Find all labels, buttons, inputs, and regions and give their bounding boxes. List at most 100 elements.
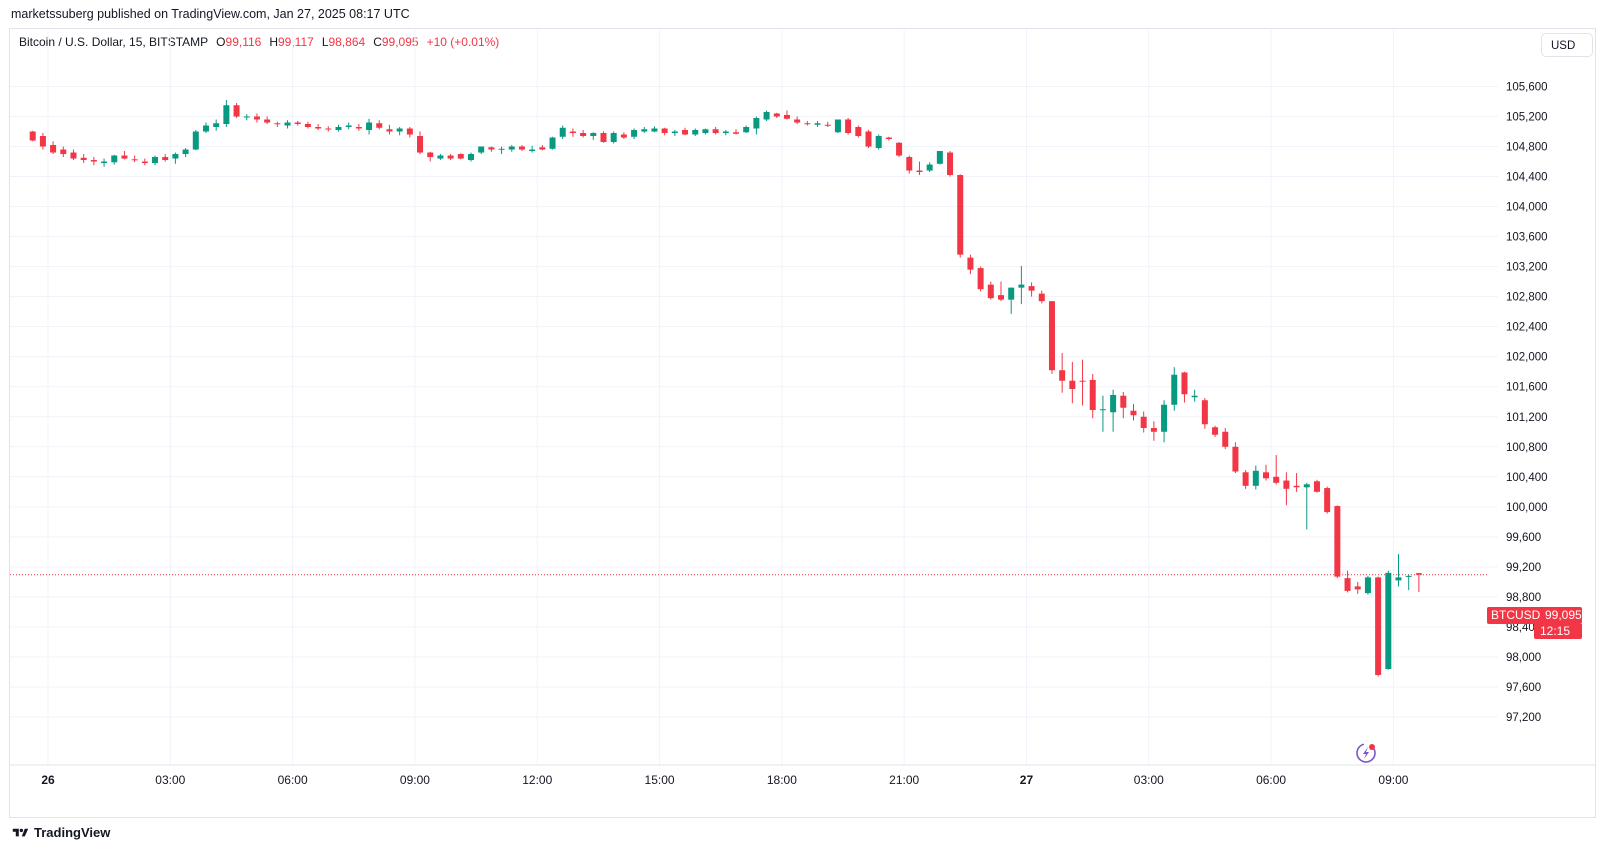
candle [977, 266, 984, 292]
y-tick-label: 105,600 [1506, 81, 1548, 93]
candle-body [274, 123, 281, 125]
candle-body [814, 123, 821, 125]
candle-body [80, 157, 87, 161]
candle-body [620, 134, 627, 138]
x-tick-label: 12:00 [522, 773, 552, 787]
y-tick-label: 98,400 [1506, 622, 1541, 634]
candle-body [977, 268, 984, 290]
symbol-description[interactable]: Bitcoin / U.S. Dollar, 15, BITSTAMP [19, 35, 209, 49]
candle-body [417, 136, 424, 153]
candle-body [1089, 379, 1096, 410]
candle [926, 162, 933, 173]
candle-body [1048, 301, 1055, 371]
candle [1161, 400, 1168, 443]
x-tick-label: 06:00 [1256, 773, 1286, 787]
candle-body [386, 129, 393, 132]
candle [478, 146, 485, 155]
candle [620, 132, 627, 140]
candle [1252, 465, 1259, 490]
high-value: 99,117 [278, 35, 314, 49]
candle-body [111, 155, 118, 163]
candle [274, 121, 281, 128]
candle-body [631, 130, 638, 137]
candle-body [70, 152, 77, 159]
x-tick-label: 09:00 [400, 773, 430, 787]
candle-body [1385, 572, 1392, 669]
candle [284, 120, 291, 129]
candle [651, 126, 658, 133]
candle [213, 119, 220, 131]
candle [549, 136, 556, 150]
candle-body [743, 127, 750, 133]
candle-body [641, 129, 648, 132]
y-tick-label: 100,000 [1506, 502, 1548, 514]
y-tick-label: 101,200 [1506, 412, 1548, 424]
candle [773, 112, 780, 119]
candle-body [457, 154, 464, 159]
candle-body [131, 159, 138, 161]
candle [1293, 473, 1300, 492]
candle [121, 151, 128, 160]
candle [1099, 395, 1106, 432]
candle [641, 127, 648, 134]
candle-body [947, 152, 954, 176]
last-price-tag: 99,095 [1487, 607, 1582, 624]
last-price-symbol: BTCUSD [1491, 608, 1541, 622]
y-tick-label: 105,200 [1506, 112, 1548, 124]
candle [590, 132, 597, 140]
candle [702, 128, 709, 135]
candle-body [1354, 586, 1361, 590]
candle [1008, 287, 1015, 314]
candle [539, 145, 546, 151]
candle-body [610, 133, 617, 143]
tradingview-brand[interactable]: TradingView [11, 825, 110, 840]
candle-body [1324, 488, 1331, 513]
candle [1415, 573, 1422, 593]
candle [1324, 486, 1331, 514]
candle-body [1018, 284, 1025, 288]
candle-body [926, 164, 933, 171]
candle-body [987, 284, 994, 299]
candle [437, 154, 444, 161]
candle-body [366, 122, 373, 131]
last-price-value: 99,095 [1545, 608, 1582, 622]
published-line: marketssuberg published on TradingView.c… [11, 7, 410, 21]
candle [855, 125, 862, 138]
candle [814, 121, 821, 128]
candle [335, 124, 342, 132]
candle-body [834, 119, 841, 133]
currency-button[interactable]: USD [1541, 33, 1593, 57]
candle [192, 130, 199, 151]
candle [80, 154, 87, 164]
lightning-icon[interactable] [1356, 743, 1376, 763]
candle [152, 155, 159, 166]
y-tick-label: 98,800 [1506, 592, 1541, 604]
candle-body [29, 131, 36, 141]
candle [1110, 389, 1117, 432]
candle-body [916, 170, 923, 173]
candle-body [722, 131, 729, 134]
candle-body [213, 123, 220, 128]
candle [1222, 428, 1229, 450]
y-tick-label: 100,800 [1506, 442, 1548, 454]
candle [427, 151, 434, 162]
candle-body [284, 122, 291, 126]
candle-body [162, 157, 169, 161]
candle-body [172, 154, 179, 159]
candle-body [824, 124, 831, 126]
candle [386, 124, 393, 135]
candle-body [233, 105, 240, 117]
y-tick-label: 97,200 [1506, 712, 1541, 724]
candle [243, 114, 250, 121]
candle [600, 131, 607, 143]
candle-body [152, 157, 159, 164]
candle [936, 151, 943, 165]
candle [29, 130, 36, 142]
candle-body [1059, 370, 1066, 381]
candle-body [559, 127, 566, 137]
y-tick-label: 99,200 [1506, 562, 1541, 574]
candle [1212, 425, 1219, 438]
candle-body [50, 145, 57, 153]
candle-body [997, 295, 1004, 300]
